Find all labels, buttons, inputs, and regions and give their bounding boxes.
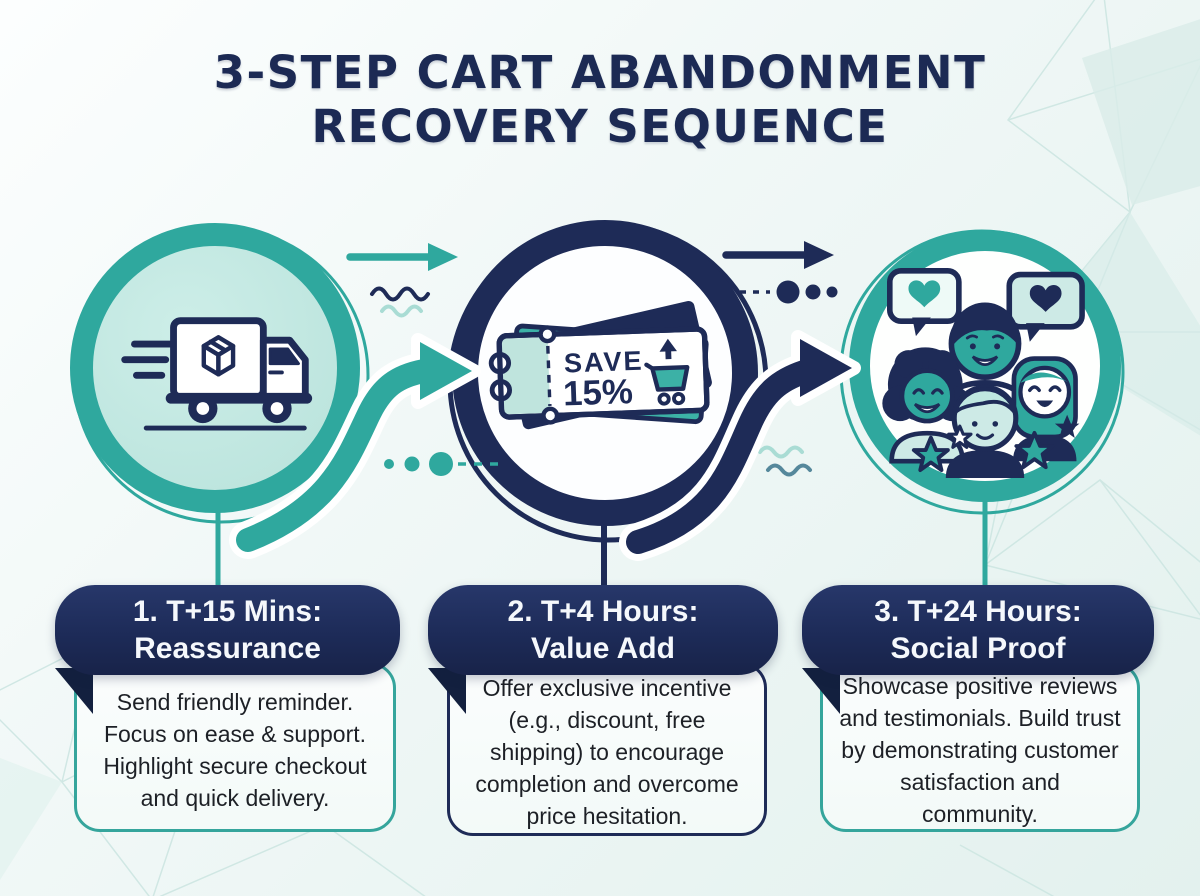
step2-header-line2: Value Add [531, 632, 675, 665]
step3-circle [849, 230, 1121, 502]
arrow-top-2-icon [722, 241, 834, 269]
squiggle-light-icon [758, 445, 804, 459]
step3-header: 3. T+24 Hours: Social Proof [802, 585, 1154, 675]
step2-header: 2. T+4 Hours: Value Add [428, 585, 778, 675]
chat-bubble-heart-right-icon [1006, 271, 1085, 342]
package-icon [201, 334, 235, 377]
delivery-truck-icon [120, 316, 312, 430]
page-title: 3-STEP CART ABANDONMENT RECOVERY SEQUENC… [150, 46, 1050, 154]
dots-navy-icon [740, 280, 838, 304]
step2-circle: SAVE 15% [452, 220, 758, 526]
step2-header-line1: 2. T+4 Hours: [507, 594, 699, 628]
social-proof-people-icon [882, 268, 1085, 478]
discount-coupon-icon: SAVE 15% [488, 301, 712, 430]
squiggle-teal-icon [380, 304, 423, 318]
step1-header-line1: 1. T+15 Mins: [132, 594, 323, 628]
step2-description: Offer exclusive incentive (e.g., discoun… [447, 662, 767, 836]
step3-header-line1: 3. T+24 Hours: [874, 594, 1082, 628]
coupon-percent-text: 15% [562, 372, 633, 413]
step2-description-text: Offer exclusive incentive (e.g., discoun… [475, 674, 739, 830]
squiggle-navy-icon [370, 286, 430, 302]
step1-header-line2: Reassurance [134, 632, 321, 665]
step1-description: Send friendly reminder. Focus on ease & … [74, 662, 396, 832]
coupon-front: SAVE 15% [488, 325, 710, 425]
squiggle-dark-icon [766, 463, 812, 477]
chat-bubble-heart-left-icon [887, 268, 962, 337]
page-title-line1: 3-STEP CART ABANDONMENT [213, 46, 987, 99]
step3-description: Showcase positive reviews and testimonia… [820, 662, 1140, 832]
step3-header-line2: Social Proof [890, 632, 1066, 665]
step1-description-text: Send friendly reminder. Focus on ease & … [103, 688, 367, 812]
step1-header: 1. T+15 Mins: Reassurance [55, 585, 400, 675]
step3-description-text: Showcase positive reviews and testimonia… [839, 672, 1121, 828]
arrow-top-1-icon [346, 243, 458, 271]
page-title-line2: RECOVERY SEQUENCE [311, 100, 889, 153]
step1-circle [70, 223, 360, 513]
